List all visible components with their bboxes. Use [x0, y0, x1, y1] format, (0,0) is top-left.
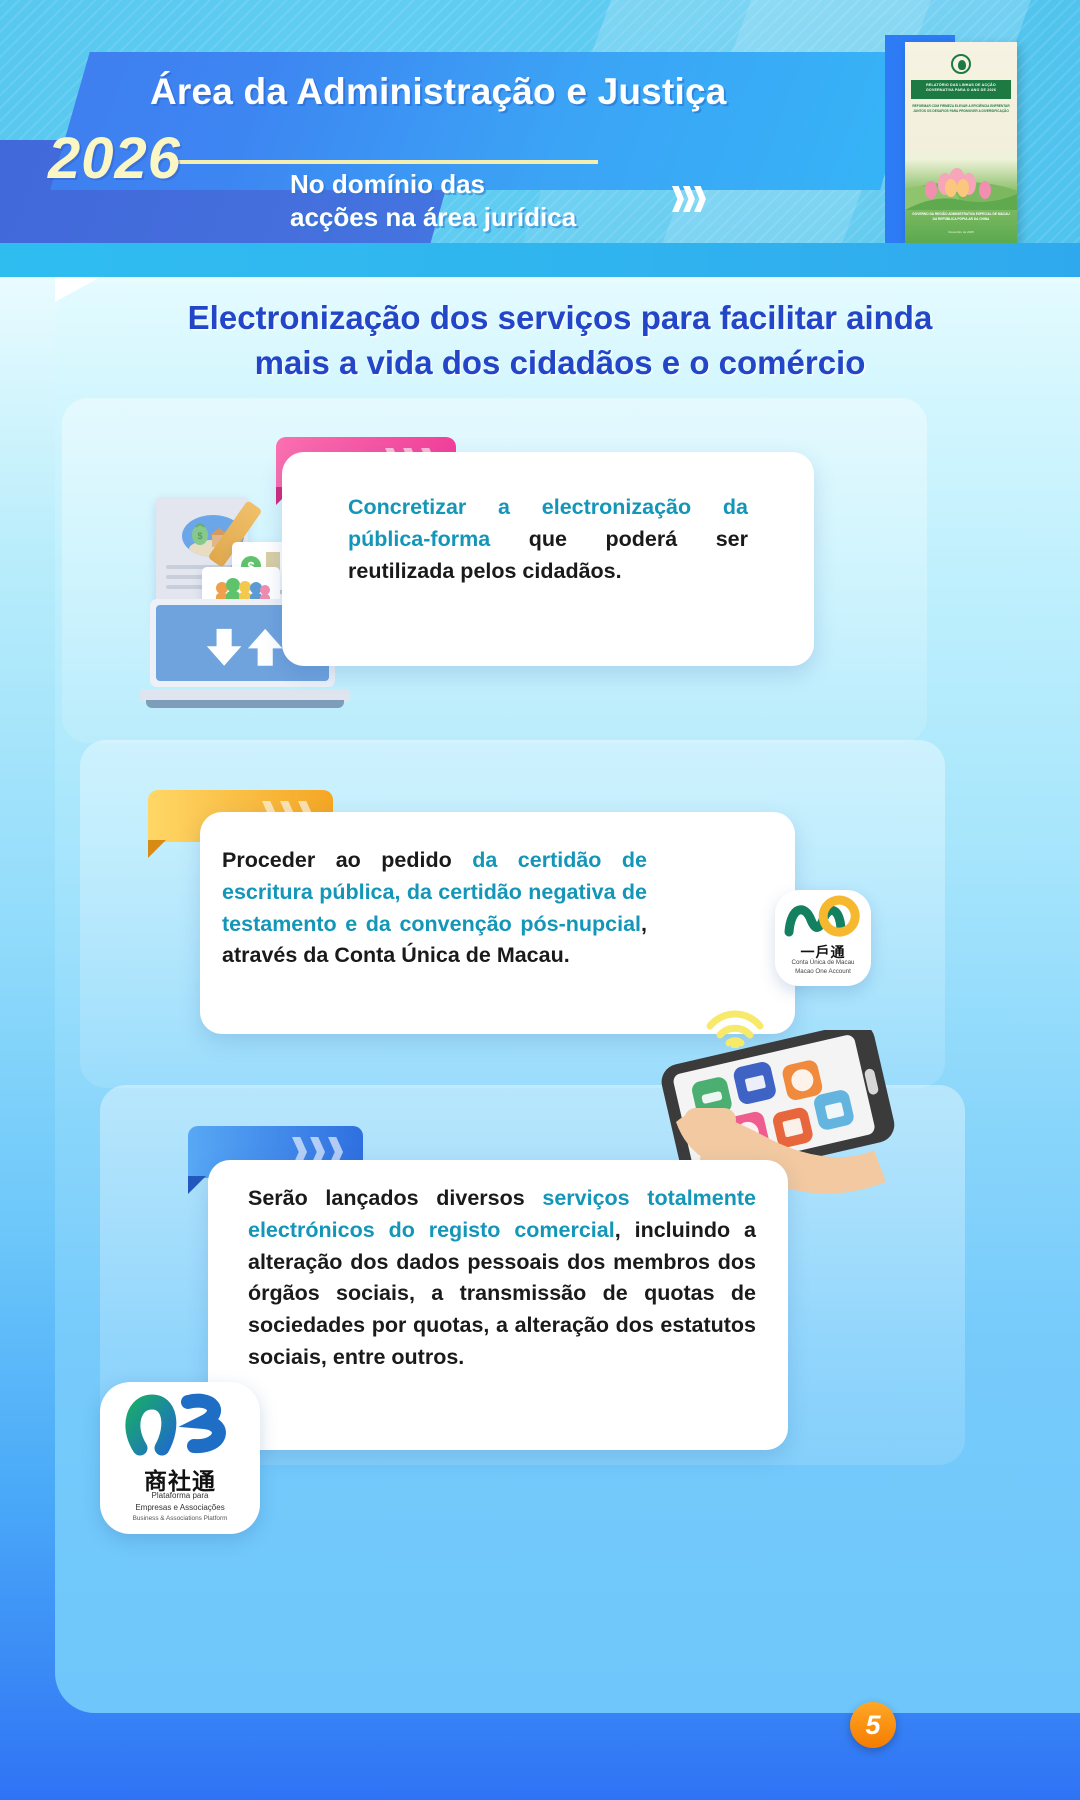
mo-logo-subtitle: Conta Única de Macau Macao One Account: [775, 959, 871, 977]
card-3-tail: , incluindo a alteração dos dados pessoa…: [248, 1217, 757, 1370]
header-title: Área da Administração e Justiça: [150, 71, 727, 112]
card-2-text: Proceder ao pedido da certidão de escrit…: [222, 845, 647, 972]
mo-logo-en: Macao One Account: [795, 967, 851, 975]
svg-text:$: $: [197, 531, 202, 541]
header-divider-rule: [178, 160, 598, 164]
page-title-line1: Electronização dos serviços para facilit…: [187, 299, 933, 336]
chevron-right-icon: [292, 1137, 307, 1167]
bp-mark-icon: [125, 1393, 226, 1456]
bp-logo-pt-line1: Plataforma para: [151, 1491, 209, 1500]
chevron-right-icon: [310, 1137, 325, 1167]
bp-logo-cjk: 商社通: [144, 1468, 216, 1494]
hand-holding-smartphone-icon: [640, 1022, 980, 1200]
card-3-lead: Serão lançados diversos: [248, 1186, 543, 1210]
card-2-highlight: da certidão de escritura pública, da cer…: [222, 848, 648, 936]
mo-mark-icon: [784, 895, 860, 937]
card-2-lead: Proceder ao pedido: [222, 848, 473, 872]
header-subtitle-line1: No domínio das: [290, 169, 485, 199]
svg-text:$: $: [247, 559, 255, 574]
chevrons-right-icon: [672, 186, 706, 217]
lotus-illustration-icon: [905, 168, 1017, 210]
bp-logo-subtitle: Plataforma para Empresas e Associações: [100, 1490, 260, 1513]
booklet-subtitle: REFORMAR COM FIRMEZA ELEVAR A EFICIÊNCIA…: [912, 104, 1010, 114]
wifi-signal-icon: [700, 1000, 770, 1050]
card-1: [282, 452, 814, 666]
report-cover-booklet: RELATÓRIO DAS LINHAS DE ACÇÃO GOVERNATIV…: [905, 42, 1017, 244]
booklet-title: RELATÓRIO DAS LINHAS DE ACÇÃO GOVERNATIV…: [911, 80, 1011, 99]
card-1-rest: que poderá ser reutilizada pelos cidadão…: [348, 526, 748, 583]
booklet-date: Novembro de 2025: [948, 230, 974, 234]
card-2-tail: , através da Conta Única de Macau.: [222, 911, 647, 968]
bp-logo-pt-line2: Empresas e Associações: [135, 1502, 225, 1512]
business-associations-platform-logo: 商社通 Plataforma para Empresas e Associaçõ…: [100, 1382, 260, 1534]
page-title-line2: mais a vida dos cidadãos e o comércio: [254, 343, 866, 381]
card-1-text: Concretizar a electronização da pública-…: [348, 492, 748, 587]
header-bottom-band: [0, 243, 1080, 277]
booklet-footer: GOVERNO DA REGIÃO ADMINISTRATIVA ESPECIA…: [912, 212, 1010, 222]
mo-logo-cjk: 一戶通: [800, 944, 846, 960]
card-3-highlight: serviços totalmente electrónicos do regi…: [248, 1186, 756, 1242]
macau-sar-emblem-icon: [951, 54, 971, 74]
macao-one-account-logo: 一戶通 Conta Única de Macau Macao One Accou…: [775, 890, 871, 986]
chevron-right-icon: [328, 1137, 343, 1167]
header-year: 2026: [48, 126, 182, 191]
page-header: Área da Administração e Justiça 2026 No …: [0, 0, 1080, 277]
header-subtitle-line2: acções na área jurídica: [290, 201, 577, 232]
page-number-badge: 5: [850, 1702, 896, 1748]
page-title: Electronização dos serviços para facilit…: [55, 296, 1065, 396]
bp-logo-en: Business & Associations Platform: [132, 1515, 228, 1522]
card-2: [200, 812, 795, 1034]
card-1-highlight: Concretizar a electronização da pública-…: [348, 495, 748, 551]
mo-logo-pt: Conta Única de Macau: [791, 959, 855, 966]
card-3-text: Serão lançados diversos serviços totalme…: [248, 1183, 756, 1374]
card-3: [208, 1160, 788, 1450]
header-subtitle: No domínio das acções na área jurídica: [290, 168, 690, 233]
documents-laptop-download-upload-icon: $ $: [140, 487, 365, 717]
